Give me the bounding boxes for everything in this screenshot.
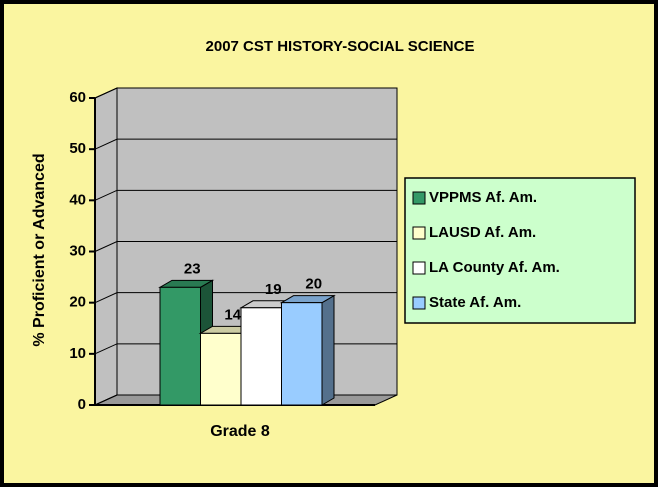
grid-line bbox=[94, 87, 397, 99]
legend-label: LA County Af. Am. bbox=[429, 259, 560, 276]
y-tick-label: 30 bbox=[69, 242, 86, 259]
y-axis-label: % Proficient or Advanced bbox=[31, 153, 48, 346]
legend-swatch bbox=[412, 296, 426, 310]
y-tick-label: 0 bbox=[78, 396, 86, 413]
y-tick-label: 40 bbox=[69, 191, 86, 208]
legend-label: LAUSD Af. Am. bbox=[429, 224, 536, 241]
legend-swatch bbox=[412, 191, 426, 205]
x-tick-label: Grade 8 bbox=[210, 423, 270, 440]
bar bbox=[159, 286, 201, 406]
legend-box bbox=[404, 177, 636, 324]
grid-line bbox=[94, 189, 397, 201]
y-tick-label: 50 bbox=[69, 140, 86, 157]
y-tick-label: 10 bbox=[69, 345, 86, 362]
data-label: 19 bbox=[265, 281, 282, 298]
legend-swatch bbox=[412, 226, 426, 240]
y-tick-label: 20 bbox=[69, 294, 86, 311]
legend-label: State Af. Am. bbox=[429, 294, 521, 311]
legend-label: VPPMS Af. Am. bbox=[429, 189, 537, 206]
bar-side bbox=[321, 294, 335, 406]
grid-line bbox=[94, 138, 397, 150]
bar bbox=[200, 332, 242, 406]
grid-line bbox=[94, 292, 397, 304]
bar bbox=[281, 302, 323, 406]
data-label: 14 bbox=[224, 306, 241, 323]
y-tick-label: 60 bbox=[69, 89, 86, 106]
grid-line bbox=[94, 241, 397, 252]
legend-swatch bbox=[412, 261, 426, 275]
data-label: 23 bbox=[184, 260, 201, 277]
chart-title: 2007 CST HISTORY-SOCIAL SCIENCE bbox=[206, 38, 475, 55]
bar bbox=[240, 307, 282, 406]
data-label: 20 bbox=[305, 276, 322, 293]
